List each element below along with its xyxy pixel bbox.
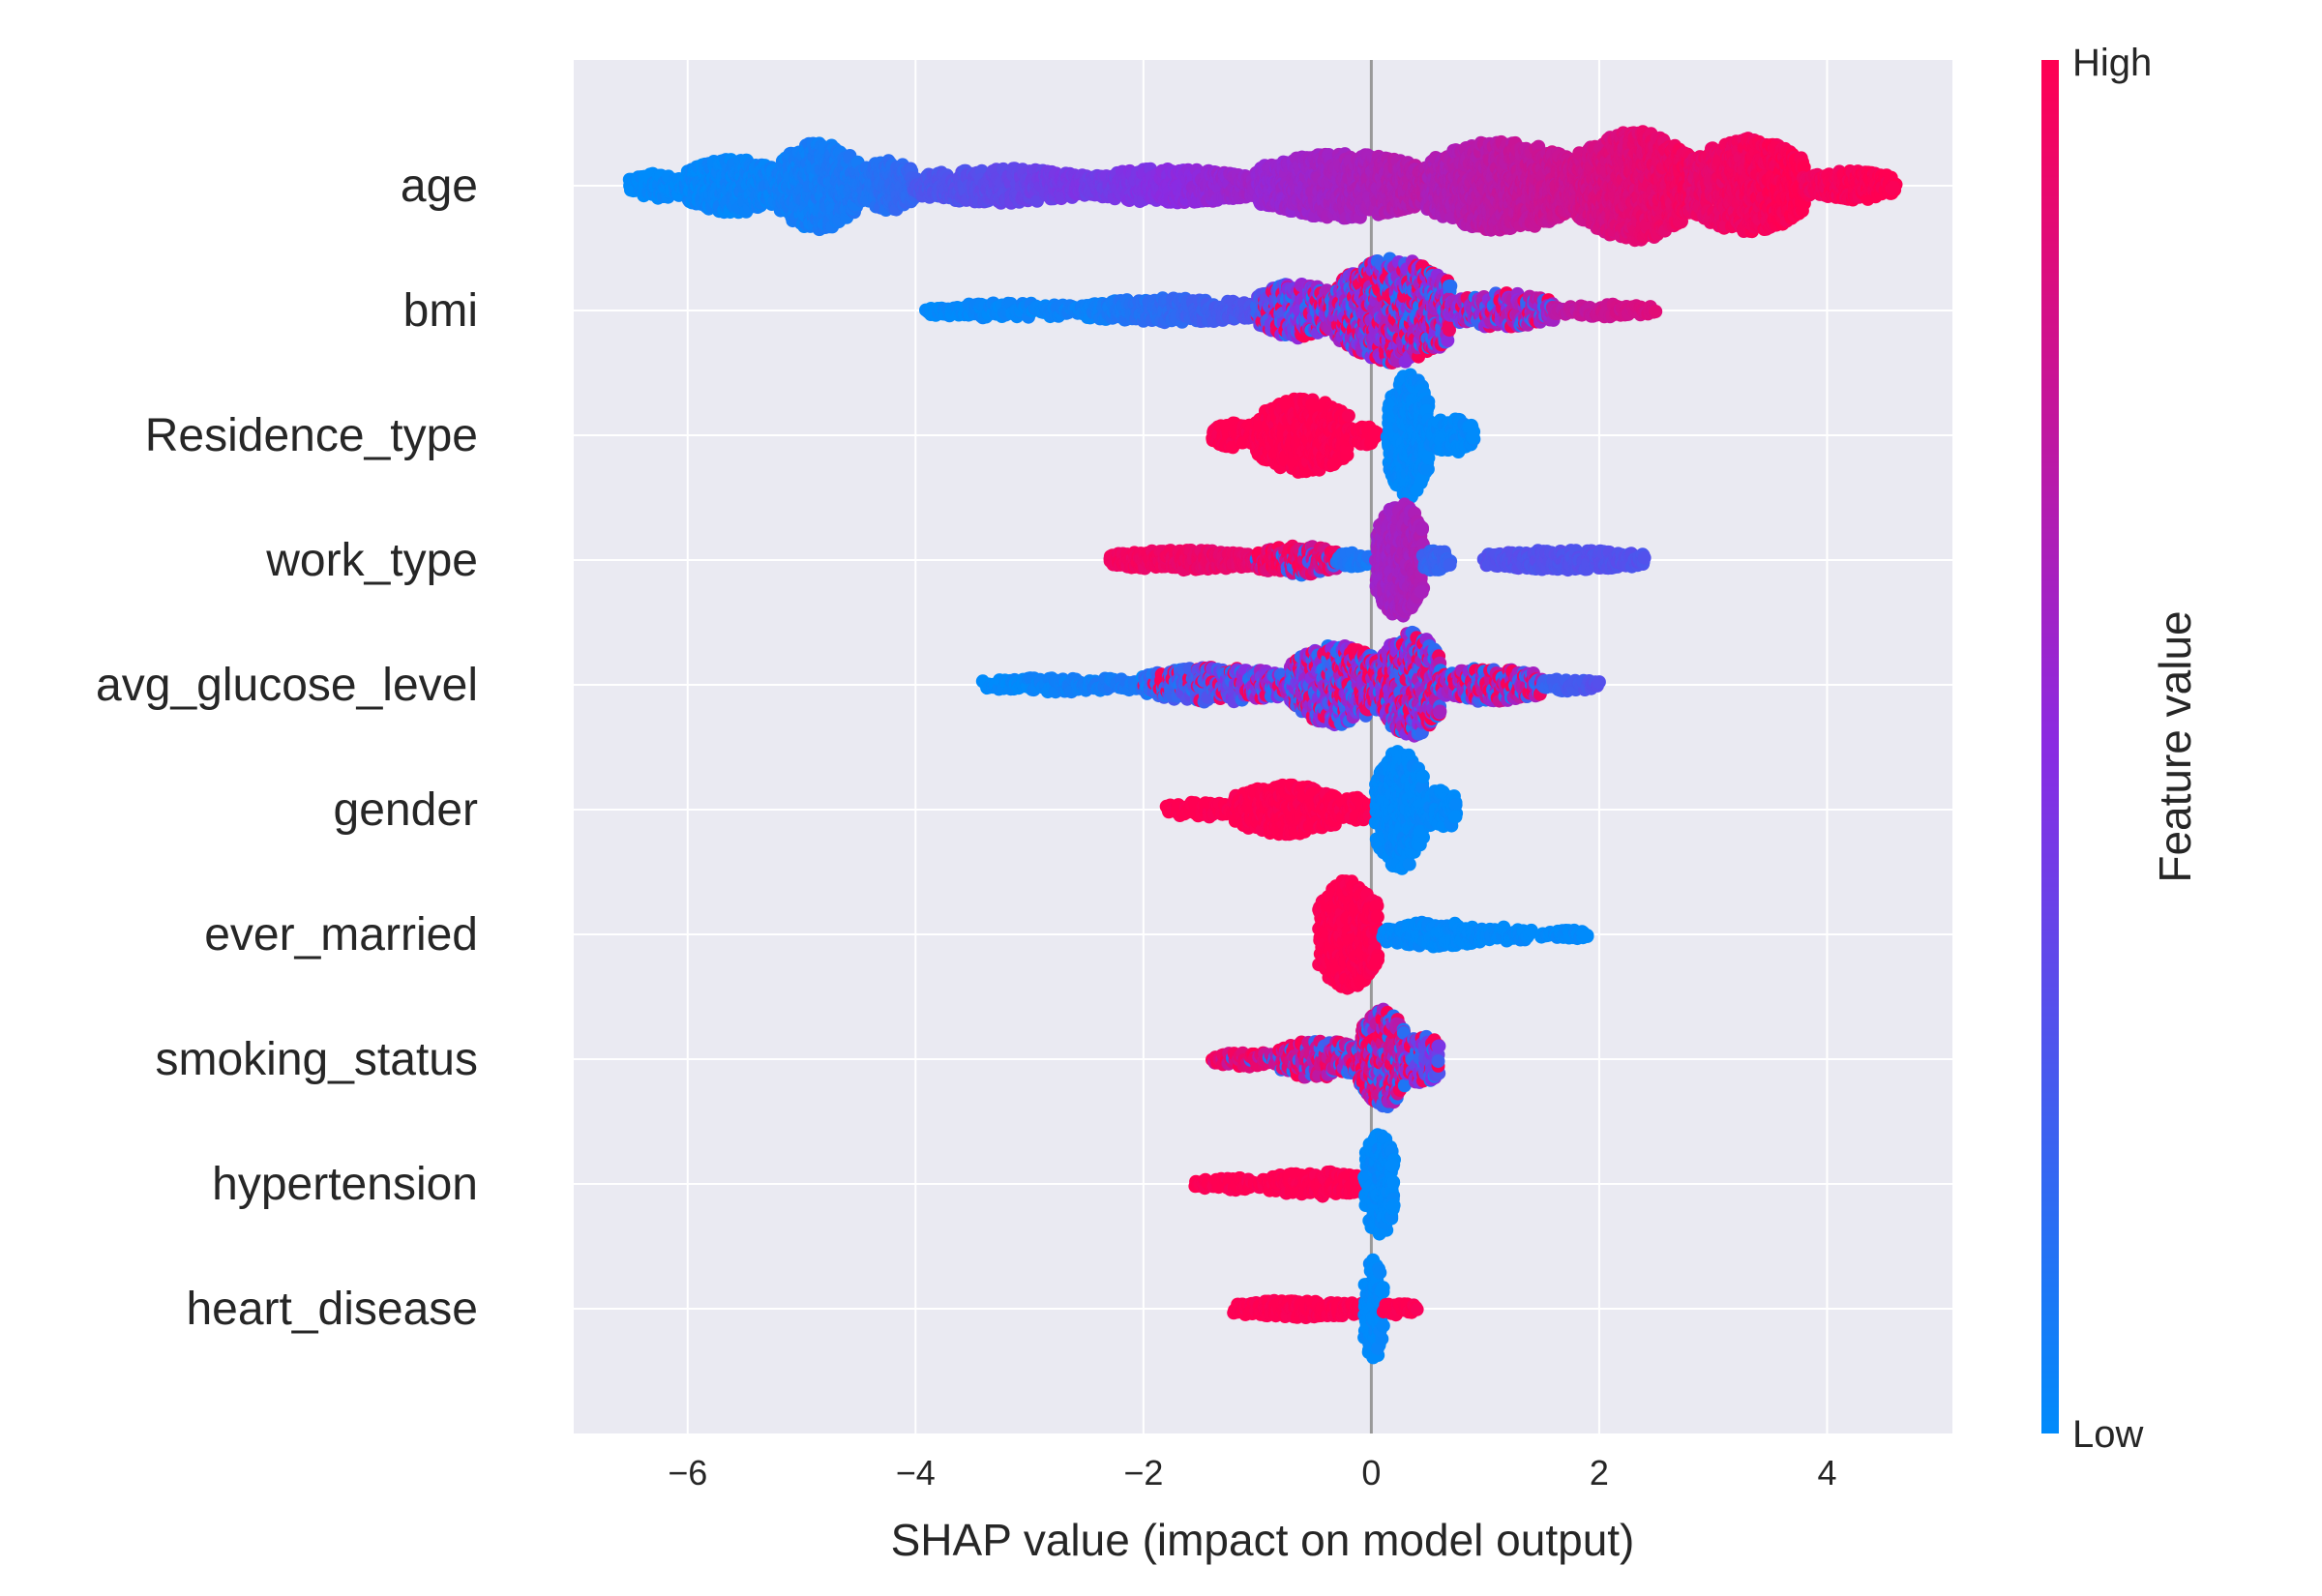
- feature-points-age: [622, 125, 1903, 248]
- plot-background: [574, 60, 1952, 1433]
- beeswarm-points: [622, 125, 1903, 1365]
